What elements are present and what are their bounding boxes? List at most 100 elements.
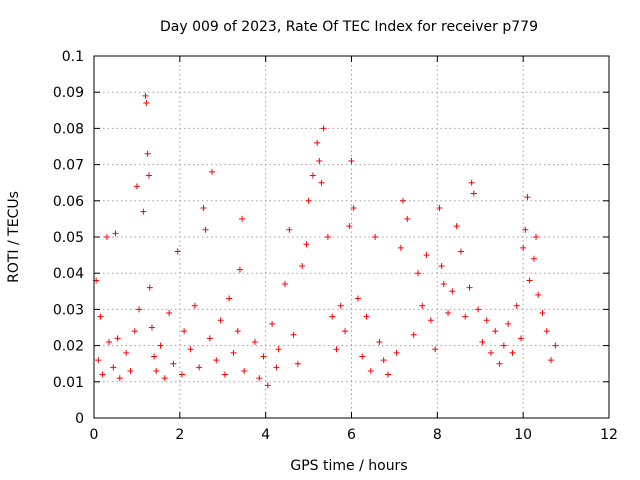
data-point: [290, 331, 297, 338]
data-point: [178, 371, 185, 378]
data-point: [281, 281, 288, 288]
data-point: [479, 338, 486, 345]
data-point: [226, 295, 233, 302]
data-point: [520, 244, 527, 251]
data-point: [513, 302, 520, 309]
data-point: [449, 288, 456, 295]
data-point: [483, 317, 490, 324]
data-point: [106, 338, 113, 345]
data-point: [112, 230, 119, 237]
data-point: [275, 346, 282, 353]
y-tick-label: 0.08: [53, 121, 84, 137]
data-point: [146, 284, 153, 291]
y-tick-label: 0: [75, 411, 84, 427]
data-point: [110, 364, 117, 371]
data-point: [269, 320, 276, 327]
chart-title: Day 009 of 2023, Rate Of TEC Index for r…: [160, 19, 538, 35]
data-point: [260, 353, 267, 360]
data-point: [354, 295, 361, 302]
data-point: [133, 183, 140, 190]
grid-lines: [94, 56, 609, 418]
data-point: [363, 313, 370, 320]
data-point: [206, 335, 213, 342]
data-point: [170, 360, 177, 367]
data-point: [123, 349, 130, 356]
data-point: [191, 302, 198, 309]
data-point: [505, 320, 512, 327]
data-point: [342, 328, 349, 335]
data-point: [348, 157, 355, 164]
data-point: [350, 205, 357, 212]
data-point: [309, 172, 316, 179]
data-point: [209, 168, 216, 175]
data-point: [475, 306, 482, 313]
data-point: [397, 244, 404, 251]
data-point: [445, 310, 452, 317]
data-point: [299, 262, 306, 269]
data-point: [466, 284, 473, 291]
data-point: [294, 360, 301, 367]
data-point: [161, 375, 168, 382]
data-point: [236, 266, 243, 273]
data-point: [440, 281, 447, 288]
data-point: [145, 172, 152, 179]
y-tick-label: 0.07: [53, 158, 84, 174]
data-point: [393, 349, 400, 356]
data-point: [153, 367, 160, 374]
data-point: [234, 328, 241, 335]
x-tick-label: 6: [347, 427, 356, 443]
data-point: [273, 364, 280, 371]
data-point: [316, 157, 323, 164]
axis-ticks: 0 2 4 6 8 10 12 0 0.01 0.02 0.03 0.04 0.05 0.06 0.07 0.…: [53, 49, 618, 443]
data-point: [166, 310, 173, 317]
data-point: [410, 331, 417, 338]
data-point: [127, 367, 134, 374]
data-point: [217, 317, 224, 324]
data-point: [509, 349, 516, 356]
data-point: [264, 382, 271, 389]
data-point: [320, 125, 327, 132]
data-point: [470, 190, 477, 197]
data-point: [251, 338, 258, 345]
x-tick-label: 0: [90, 427, 99, 443]
data-point: [318, 179, 325, 186]
x-tick-label: 10: [514, 427, 532, 443]
y-tick-label: 0.02: [53, 339, 84, 355]
data-point: [346, 223, 353, 230]
data-point: [329, 313, 336, 320]
data-point: [427, 317, 434, 324]
data-point: [419, 302, 426, 309]
data-point: [103, 234, 110, 240]
data-point: [492, 328, 499, 335]
data-point: [530, 255, 537, 262]
data-point: [324, 234, 331, 240]
data-point: [453, 223, 460, 230]
data-point: [174, 248, 181, 255]
data-points: [93, 92, 559, 389]
data-point: [303, 241, 310, 248]
y-tick-label: 0.04: [53, 266, 84, 282]
y-tick-label: 0.01: [53, 375, 84, 391]
data-point: [376, 338, 383, 345]
y-tick-label: 0.03: [53, 302, 84, 318]
data-point: [213, 357, 220, 364]
data-point: [221, 371, 228, 378]
x-tick-label: 2: [175, 427, 184, 443]
data-point: [148, 324, 155, 331]
x-tick-label: 12: [600, 427, 618, 443]
data-point: [241, 367, 248, 374]
data-point: [423, 252, 430, 259]
data-point: [372, 234, 379, 240]
data-point: [239, 215, 246, 222]
data-point: [415, 270, 422, 277]
data-point: [404, 215, 411, 222]
data-point: [200, 205, 207, 212]
data-point: [468, 179, 475, 186]
data-point: [543, 328, 550, 335]
data-point: [552, 342, 559, 349]
data-point: [333, 346, 340, 353]
data-point: [522, 226, 529, 233]
data-point: [143, 100, 150, 107]
